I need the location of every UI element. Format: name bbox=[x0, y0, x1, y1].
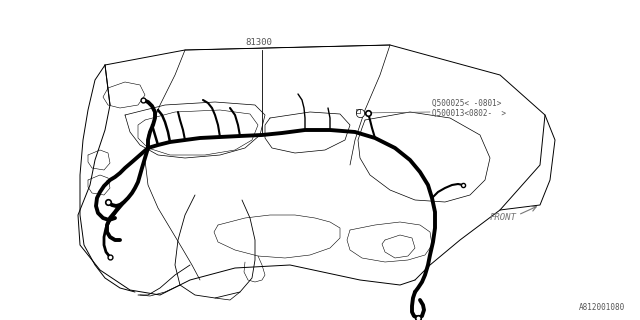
Text: A812001080: A812001080 bbox=[579, 303, 625, 312]
Text: Q500013<0802-  >: Q500013<0802- > bbox=[432, 109, 506, 118]
Text: FRONT: FRONT bbox=[490, 213, 517, 222]
Text: Q500025< -0801>: Q500025< -0801> bbox=[432, 99, 501, 108]
Text: 81300: 81300 bbox=[245, 38, 272, 47]
